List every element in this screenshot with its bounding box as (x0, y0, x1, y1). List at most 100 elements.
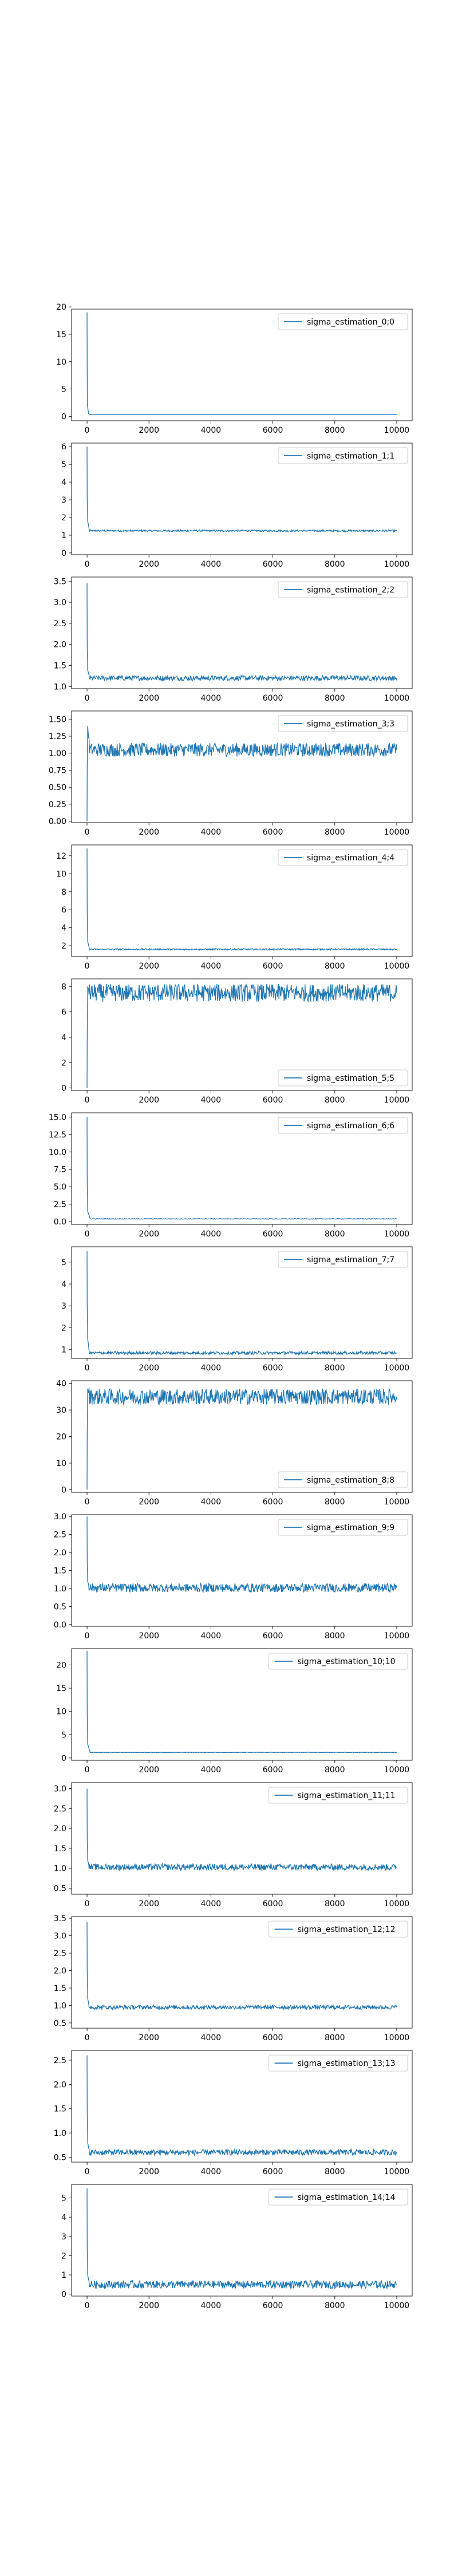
y-tick-label: 2.0 (54, 1824, 66, 1834)
y-tick-label: 0.25 (49, 800, 66, 809)
y-tick-label: 10.0 (49, 1148, 66, 1157)
x-tick-label: 10000 (384, 828, 410, 837)
y-tick-label: 0.5 (54, 1884, 66, 1894)
subplot-1: 0 2000 4000 6000 8000 10000 0 1 2 3 4 5 6 sigma_estim… (61, 442, 413, 569)
x-tick-label: 2000 (139, 962, 159, 971)
subplot-8: 0 2000 4000 6000 8000 10000 0 10 20 30 40 sigma_est… (56, 1380, 413, 1507)
x-tick-label: 6000 (263, 2167, 283, 2176)
axes-frame (71, 978, 413, 1091)
x-tick-label: 6000 (263, 2301, 283, 2310)
legend-label: sigma_estimation_11;11 (298, 1791, 396, 1800)
series-line (86, 848, 397, 951)
y-tick-label: 5 (61, 460, 66, 469)
y-tick-label: 3.0 (54, 1512, 66, 1522)
y-tick-label: 1.5 (54, 2105, 66, 2114)
subplot-13: 0 2000 4000 6000 8000 10000 0.5 1.0 1.5 2.0 2.5 sig… (54, 2050, 413, 2176)
x-tick-label: 8000 (325, 1230, 345, 1239)
legend-box (278, 1471, 408, 1488)
y-tick-label: 15 (56, 330, 66, 339)
y-tick-label: 1 (61, 1346, 66, 1355)
legend-label: sigma_estimation_3;3 (307, 720, 394, 729)
x-tick-label: 10000 (384, 2301, 410, 2310)
x-tick-label: 0 (85, 2033, 90, 2042)
series-line (86, 447, 397, 533)
x-tick-label: 8000 (325, 426, 345, 435)
x-tick-label: 4000 (201, 1230, 222, 1239)
series-line (86, 726, 397, 821)
y-tick-label: 6 (61, 1008, 66, 1017)
x-tick-label: 2000 (139, 560, 159, 569)
x-tick-label: 10000 (384, 426, 410, 435)
y-tick-label: 7.5 (54, 1165, 66, 1175)
y-tick-label: 5 (61, 1258, 66, 1267)
x-tick-label: 8000 (325, 694, 345, 703)
x-tick-label: 6000 (263, 2033, 283, 2042)
series-line (86, 312, 397, 416)
y-tick-label: 1.00 (49, 749, 66, 758)
x-tick-label: 2000 (139, 1631, 159, 1641)
legend: sigma_estimation_0;0 (278, 313, 408, 330)
legend-box (269, 1787, 408, 1804)
y-tick-label: 10 (56, 358, 66, 367)
y-tick-label: 0 (61, 1084, 66, 1093)
legend-label: sigma_estimation_6;6 (307, 1121, 394, 1131)
x-tick-label: 0 (85, 2301, 90, 2310)
y-tick-label: 4 (61, 924, 66, 933)
legend: sigma_estimation_5;5 (278, 1069, 408, 1086)
axes-frame (71, 844, 413, 957)
y-tick-label: 2 (61, 513, 66, 523)
x-tick-label: 0 (85, 1498, 90, 1507)
series-line (86, 1387, 397, 1490)
y-tick-label: 3 (61, 2233, 66, 2242)
x-tick-label: 10000 (384, 1498, 410, 1507)
x-tick-label: 10000 (384, 1899, 410, 1909)
series-line (86, 1788, 397, 1872)
legend: sigma_estimation_4;4 (278, 849, 408, 866)
x-tick-label: 10000 (384, 1364, 410, 1373)
x-tick-label: 2000 (139, 1096, 159, 1105)
subplot-7: 0 2000 4000 6000 8000 10000 1 2 3 4 5 sigma_estimat… (61, 1246, 413, 1373)
y-tick-label: 2 (61, 2251, 66, 2261)
x-tick-label: 0 (85, 1230, 90, 1239)
legend-label: sigma_estimation_5;5 (307, 1074, 394, 1083)
y-tick-label: 2.5 (54, 1949, 66, 1958)
x-tick-label: 8000 (325, 2167, 345, 2176)
legend: sigma_estimation_2;2 (278, 581, 408, 598)
y-tick-label: 0.0 (54, 1218, 66, 1227)
legend: sigma_estimation_7;7 (278, 1251, 408, 1268)
y-tick-label: 1 (61, 2271, 66, 2280)
axes-frame (71, 710, 413, 823)
legend-box (278, 447, 408, 464)
y-tick-label: 4 (61, 1280, 66, 1289)
y-tick-label: 2.5 (54, 2056, 66, 2065)
y-tick-label: 5 (61, 385, 66, 394)
x-tick-label: 10000 (384, 1096, 410, 1105)
subplot-4: 0 2000 4000 6000 8000 10000 2 4 6 8 10 12 sigma_esti… (56, 844, 413, 971)
series-line (86, 1251, 397, 1356)
y-tick-label: 1.0 (54, 2129, 66, 2138)
x-tick-label: 8000 (325, 828, 345, 837)
legend-label: sigma_estimation_0;0 (307, 318, 394, 327)
series-line (86, 983, 397, 1088)
x-tick-label: 4000 (201, 828, 222, 837)
legend-box (278, 313, 408, 330)
x-tick-label: 0 (85, 2167, 90, 2176)
x-tick-label: 4000 (201, 1765, 222, 1775)
x-tick-label: 6000 (263, 1765, 283, 1775)
legend-label: sigma_estimation_4;4 (307, 854, 394, 863)
series-line (86, 2055, 397, 2157)
x-tick-label: 0 (85, 1899, 90, 1909)
legend-label: sigma_estimation_10;10 (298, 1657, 396, 1666)
axes-frame (71, 576, 413, 689)
subplot-5: 0 2000 4000 6000 8000 10000 0 2 4 6 8 sigma_estimat… (61, 978, 413, 1105)
legend-box (278, 581, 408, 598)
subplot-9: 0 2000 4000 6000 8000 10000 0.0 0.5 1.0 1.5 2.0 2.5… (54, 1512, 413, 1641)
y-tick-label: 5 (61, 2194, 66, 2203)
x-tick-label: 8000 (325, 560, 345, 569)
y-tick-label: 4 (61, 1033, 66, 1042)
y-tick-label: 3 (61, 1302, 66, 1311)
x-tick-label: 6000 (263, 560, 283, 569)
axes-frame (71, 2050, 413, 2163)
y-tick-label: 1.5 (54, 1984, 66, 1993)
